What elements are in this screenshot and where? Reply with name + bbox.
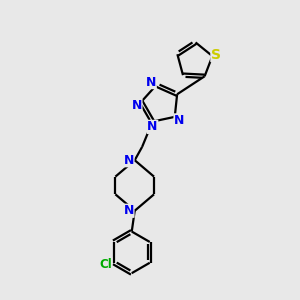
Text: N: N [131, 99, 142, 112]
Text: S: S [211, 48, 221, 62]
Text: N: N [124, 204, 134, 217]
Text: N: N [174, 114, 184, 127]
Text: N: N [124, 154, 134, 167]
Text: N: N [146, 76, 156, 88]
Text: Cl: Cl [99, 258, 112, 271]
Text: N: N [147, 120, 158, 134]
